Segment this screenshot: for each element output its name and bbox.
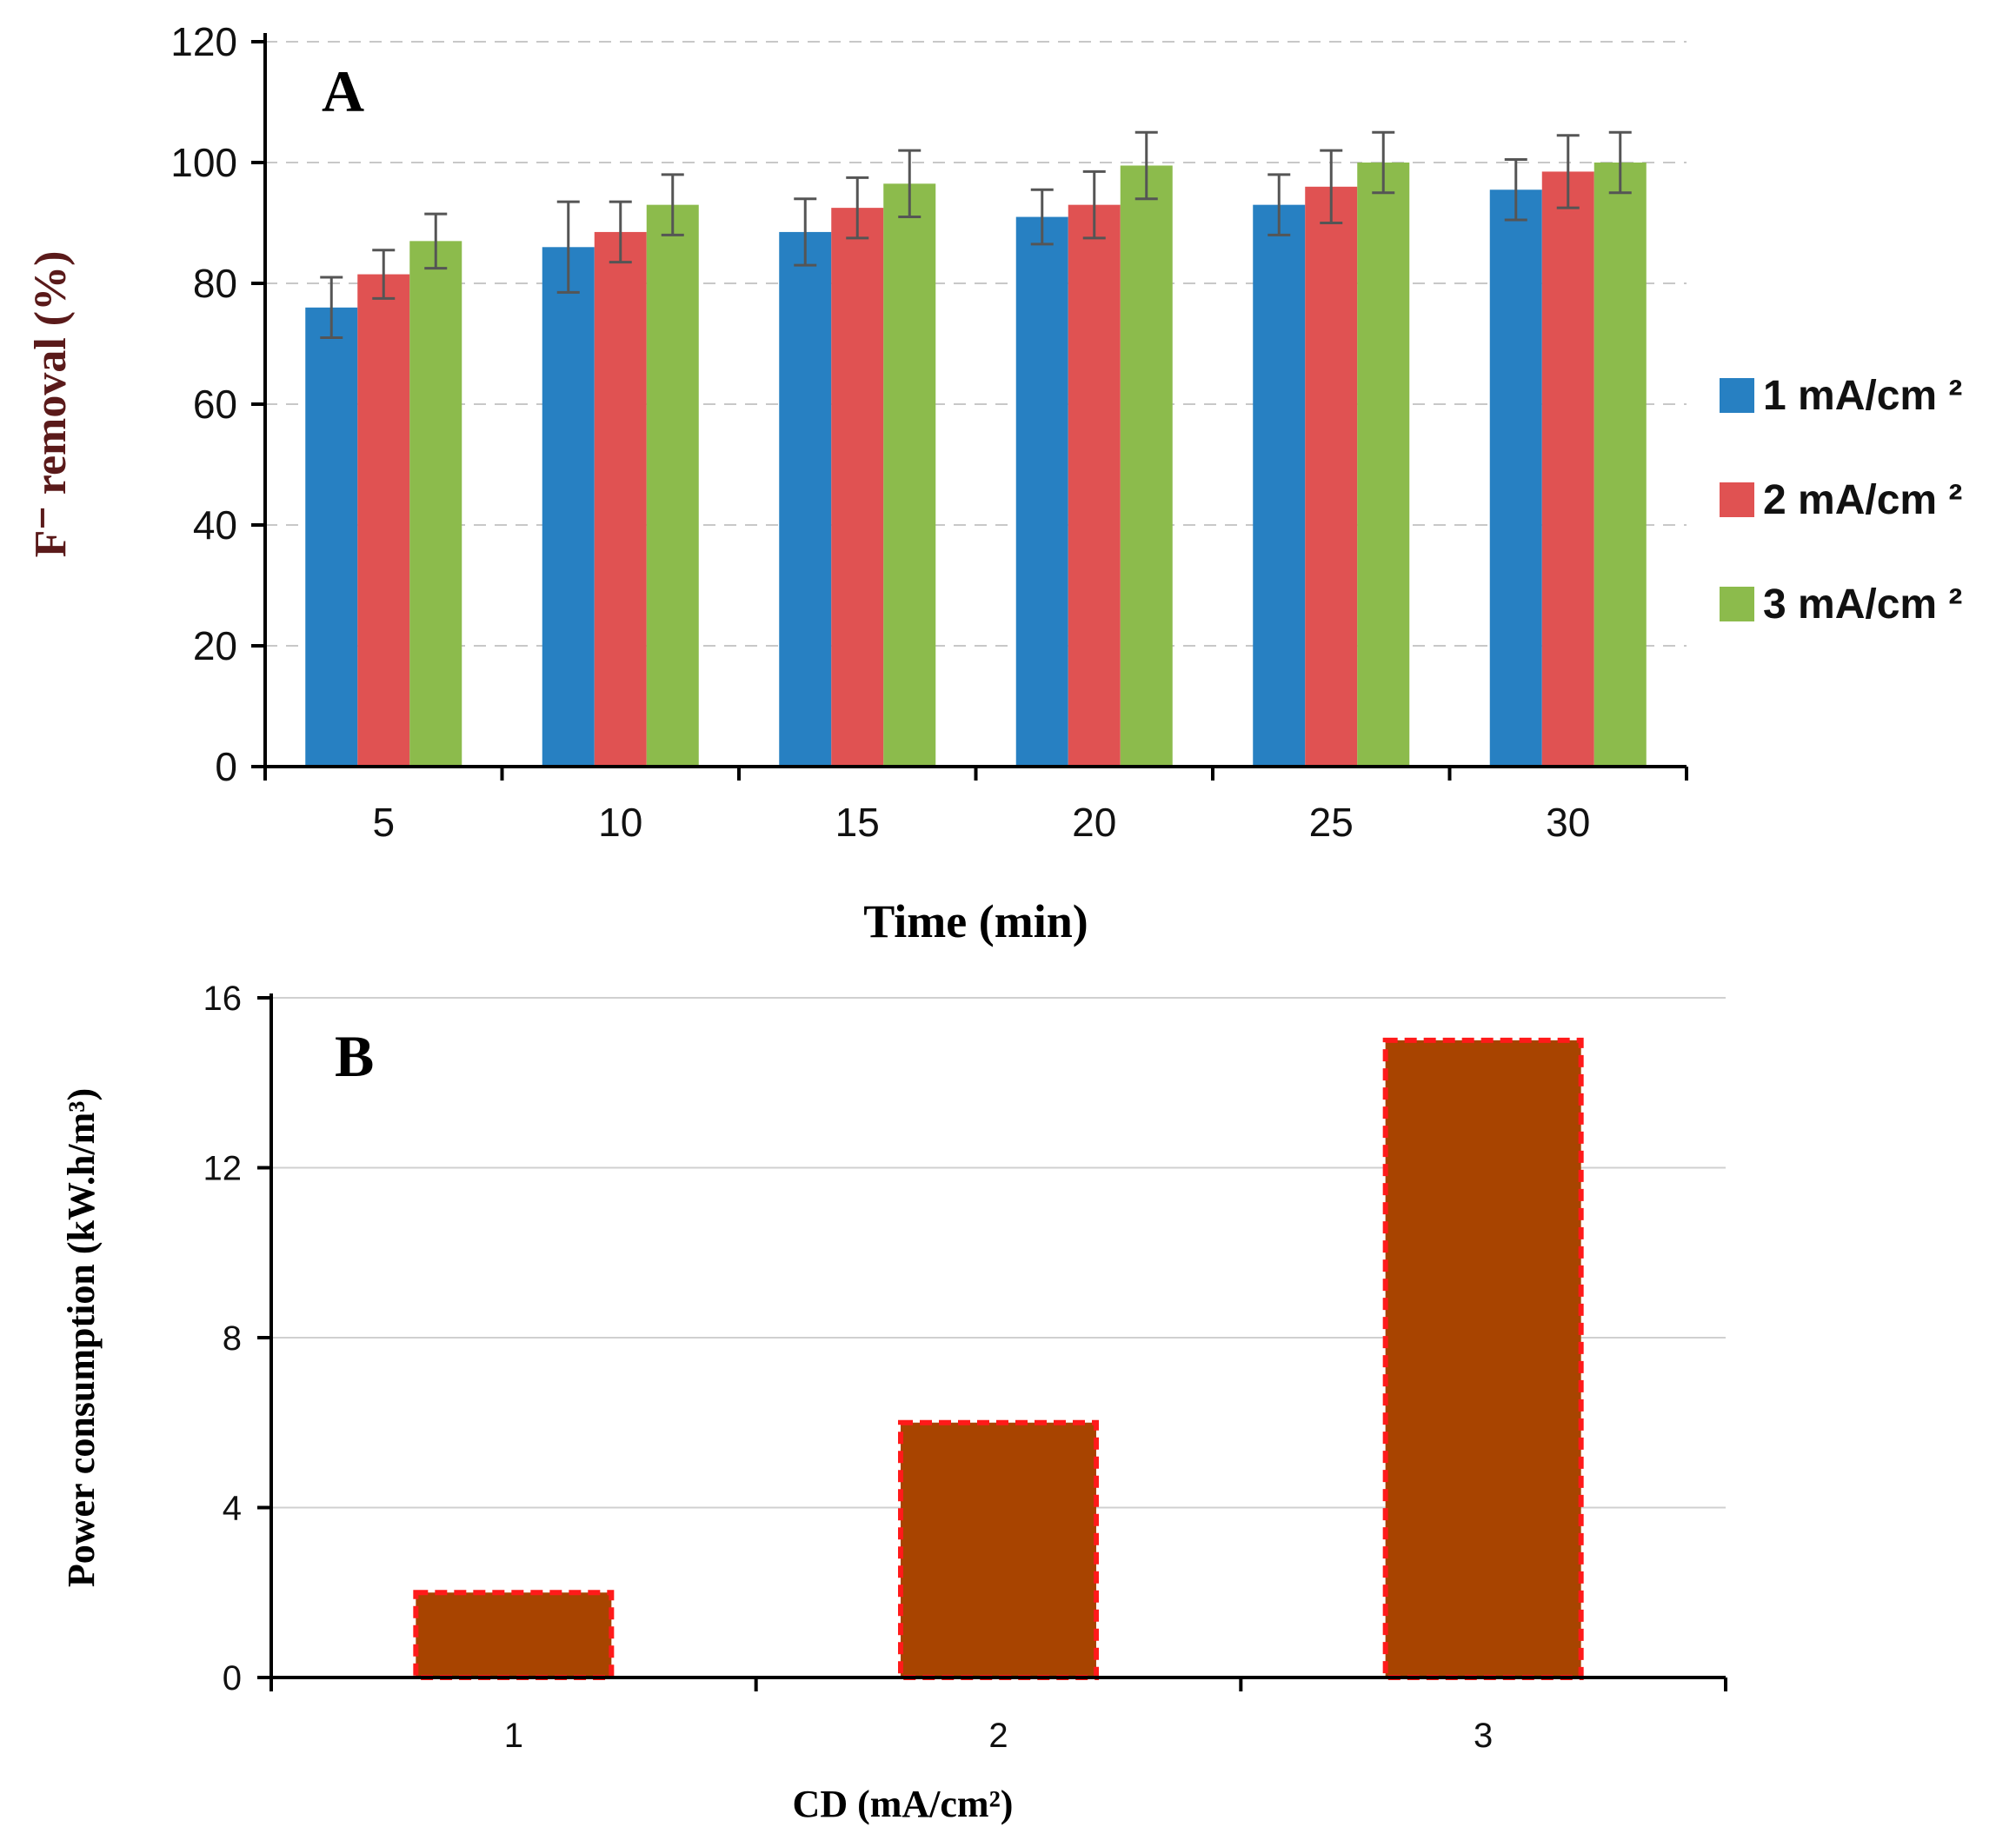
y-tick-label-b: 16: [203, 980, 243, 1018]
y-tick-label-b: 12: [203, 1150, 243, 1188]
chart-a: 5 10 15 20 25 30 0 20 40 60 80 100 120 A Time (min) F⁻ …: [26, 19, 1962, 947]
y-tick-label-b: 0: [223, 1659, 242, 1698]
bar-a: [1253, 204, 1306, 767]
x-tick-label-b: 2: [988, 1717, 1008, 1755]
bar-a: [594, 231, 647, 767]
x-tick-label-a: 30: [1546, 800, 1590, 845]
legend-swatch: [1720, 482, 1754, 517]
bar-a: [1120, 165, 1173, 767]
panel-label-b: B: [335, 1023, 374, 1089]
bar-a: [305, 307, 358, 767]
bar-a: [357, 274, 410, 767]
legend-label: 1 mA/cm ²: [1763, 373, 1962, 419]
x-tick-label-a: 10: [598, 800, 642, 845]
bar-b: [898, 1419, 1099, 1680]
panel-label-a: A: [322, 58, 364, 124]
y-axis-title-b: Power consumption (kW.h/m³): [60, 1088, 103, 1587]
bar-a: [779, 231, 832, 767]
y-tick-label-b: 4: [223, 1490, 242, 1528]
bar-a: [1015, 216, 1068, 767]
x-tick-label-a: 15: [835, 800, 880, 845]
legend-label: 2 mA/cm ²: [1763, 477, 1962, 523]
legend-swatch: [1720, 378, 1754, 413]
legend-swatch: [1720, 587, 1754, 621]
bar-a: [409, 241, 462, 767]
x-tick-label-a: 25: [1309, 800, 1354, 845]
bar-a: [831, 208, 884, 767]
bar-b: [413, 1590, 615, 1680]
y-tick-label-a: 40: [193, 502, 237, 548]
y-axis-title-a: F⁻ removal (%): [26, 251, 76, 558]
y-tick-label-a: 20: [193, 623, 237, 668]
bar-a: [1594, 163, 1647, 767]
bar-a: [1305, 186, 1358, 767]
y-tick-label-a: 100: [170, 140, 237, 185]
legend-label: 3 mA/cm ²: [1763, 581, 1962, 628]
bar-b: [1382, 1037, 1584, 1680]
y-tick-label-a: 80: [193, 261, 237, 306]
bar-a: [1541, 171, 1594, 767]
bar-a: [1068, 204, 1121, 767]
x-tick-label-b: 3: [1474, 1717, 1493, 1755]
y-tick-label-a: 60: [193, 382, 237, 427]
bar-a: [1357, 163, 1410, 767]
bar-a: [542, 247, 595, 767]
x-tick-label-a: 5: [372, 800, 395, 845]
y-tick-label-b: 8: [223, 1319, 242, 1358]
y-tick-label-a: 120: [170, 19, 237, 64]
x-axis-title-a: Time (min): [863, 895, 1088, 947]
bar-a: [883, 183, 936, 767]
bar-a: [1489, 189, 1542, 767]
y-tick-label-a: 0: [215, 744, 237, 789]
x-tick-label-b: 1: [504, 1717, 523, 1755]
x-axis-title-b: CD (mA/cm²): [793, 1783, 1014, 1825]
x-tick-label-a: 20: [1072, 800, 1116, 845]
bar-a: [646, 204, 699, 767]
